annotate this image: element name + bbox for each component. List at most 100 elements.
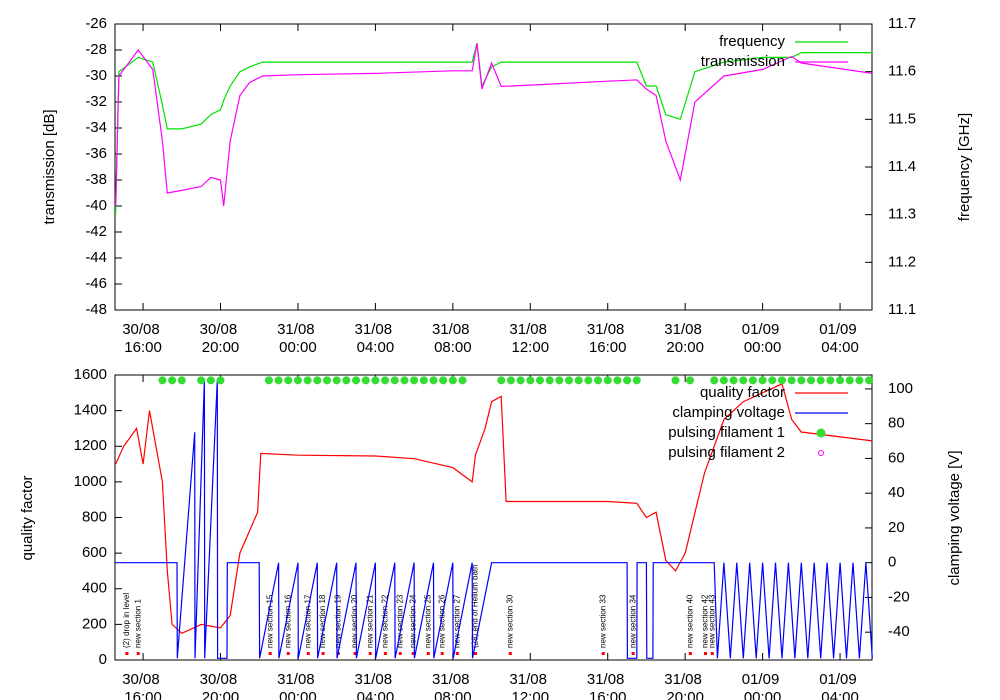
data-point: [836, 376, 845, 385]
legend-label: transmission: [701, 53, 785, 70]
annotation-marker: [368, 652, 372, 655]
x-tick-label: 01/09 00:00: [742, 671, 784, 700]
x-tick-label: 31/08 12:00: [509, 321, 551, 356]
legend-label: clamping voltage: [672, 404, 785, 421]
y-tick-label: -28: [85, 41, 107, 58]
x-tick-label: 31/08 08:00: [432, 671, 474, 700]
annotation: new section 19: [333, 594, 342, 648]
x-tick-label: 31/08 16:00: [587, 321, 629, 356]
data-point: [439, 376, 448, 385]
y2-tick-label: 11.4: [888, 158, 916, 175]
legend-swatch: [818, 450, 824, 456]
annotation-marker: [601, 652, 605, 655]
x-tick-label: 31/08 04:00: [355, 321, 397, 356]
data-point: [448, 376, 457, 385]
data-point: [594, 376, 603, 385]
x-tick-label: 30/08 20:00: [200, 321, 242, 356]
data-point: [381, 376, 390, 385]
data-point: [293, 376, 302, 385]
annotation-marker: [508, 652, 512, 655]
y2-tick-label: 20: [888, 519, 905, 536]
x-tick-label: 30/08 16:00: [122, 321, 164, 356]
data-point: [400, 376, 409, 385]
x-tick-label: 30/08 16:00: [122, 671, 164, 700]
legend-label: pulsing filament 2: [668, 444, 785, 461]
annotation-marker: [688, 652, 692, 655]
data-point: [458, 376, 467, 385]
y2-tick-label: 11.3: [888, 206, 916, 223]
annotation: (2) drop in level: [122, 593, 131, 648]
x-tick-label: 30/08 20:00: [200, 671, 242, 700]
legend-label: pulsing filament 1: [668, 424, 785, 441]
annotation: new section 25: [423, 594, 432, 648]
data-point: [332, 376, 341, 385]
y-tick-label: 800: [82, 508, 107, 525]
data-point: [710, 376, 719, 385]
y-axis-label: quality factor: [19, 475, 36, 560]
data-point: [168, 376, 177, 385]
y-tick-label: 1600: [74, 366, 107, 383]
data-point: [342, 376, 351, 385]
y2-tick-label: 0: [888, 554, 896, 571]
y-tick-label: -38: [85, 171, 107, 188]
data-point: [526, 376, 535, 385]
annotation: new section 17: [303, 594, 312, 648]
annotation-marker: [631, 652, 635, 655]
data-point: [158, 376, 167, 385]
data-point: [264, 376, 273, 385]
data-point: [497, 376, 506, 385]
y2-tick-label: 100: [888, 380, 913, 397]
data-point: [816, 376, 825, 385]
annotation-marker: [136, 652, 140, 655]
y-tick-label: -48: [85, 301, 107, 318]
data-point: [429, 376, 438, 385]
x-tick-label: 31/08 00:00: [277, 321, 319, 356]
data-point: [613, 376, 622, 385]
x-tick-label: 01/09 04:00: [819, 321, 861, 356]
legend-label: frequency: [719, 33, 785, 50]
y-tick-label: -30: [85, 67, 107, 84]
y2-tick-label: 11.2: [888, 253, 916, 270]
data-point: [671, 376, 680, 385]
data-point: [177, 376, 186, 385]
data-line: [115, 380, 873, 659]
data-point: [807, 376, 816, 385]
data-point: [565, 376, 574, 385]
y-tick-label: -46: [85, 275, 107, 292]
x-tick-label: 31/08 16:00: [587, 671, 629, 700]
annotation: new section 42: [701, 594, 710, 648]
y2-tick-label: 40: [888, 484, 905, 501]
data-point: [826, 376, 835, 385]
data-line: [115, 383, 873, 635]
annotation: new section 30: [505, 594, 514, 648]
y2-tick-label: 11.1: [888, 301, 916, 318]
legend-swatch: [816, 428, 826, 438]
annotation: new section 24: [408, 594, 417, 648]
annotation-marker: [398, 652, 402, 655]
data-point: [516, 376, 525, 385]
y2-axis-label: clamping voltage [V]: [946, 450, 963, 585]
annotation-marker: [353, 652, 357, 655]
annotation-marker: [411, 652, 415, 655]
data-point: [284, 376, 293, 385]
data-point: [555, 376, 564, 385]
data-point: [758, 376, 767, 385]
data-point: [623, 376, 632, 385]
annotation-marker: [473, 652, 477, 655]
data-point: [390, 376, 399, 385]
data-point: [787, 376, 796, 385]
data-point: [865, 376, 874, 385]
x-tick-label: 31/08 04:00: [355, 671, 397, 700]
x-tick-label: 01/09 00:00: [742, 321, 784, 356]
y2-tick-label: 11.7: [888, 15, 916, 32]
y2-tick-label: -40: [888, 623, 910, 640]
data-point: [719, 376, 728, 385]
x-tick-label: 31/08 20:00: [664, 321, 706, 356]
y-axis-label: transmission [dB]: [41, 109, 58, 224]
data-point: [361, 376, 370, 385]
legend-label: quality factor: [700, 384, 785, 401]
data-point: [845, 376, 854, 385]
data-point: [303, 376, 312, 385]
annotation: new section 21: [365, 594, 374, 648]
